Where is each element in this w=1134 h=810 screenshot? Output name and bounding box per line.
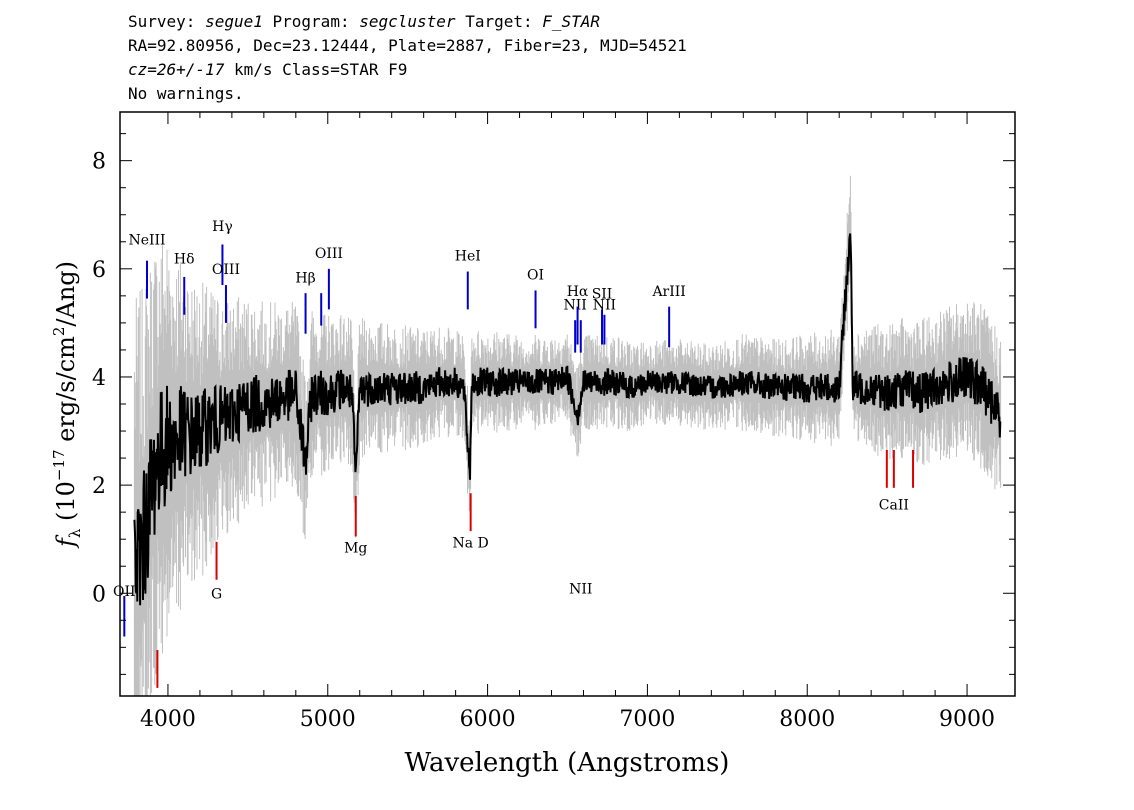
error-band [133,175,1002,696]
class-info: km/s Class=STAR F9 [224,60,408,79]
error-band-layer [133,175,1002,696]
absorption-line-label: CaII [879,497,909,513]
x-tick-label: 4000 [140,707,196,732]
emission-line-label: Hδ [174,251,195,267]
y-tick-label: 6 [92,258,106,283]
survey-label: Survey: [128,12,196,31]
y-axis-label: fλ (10−17 erg/s/cm2/Ang) [50,261,84,549]
header-line-3: cz=26+/-17 km/s Class=STAR F9 [128,58,687,82]
emission-line-label: NII [564,297,587,313]
redshift-value: cz=26+/-17 [128,60,225,79]
x-tick-label: 5000 [300,707,356,732]
spectrum-header: Survey: segue1 Program: segcluster Targe… [128,10,687,106]
target-label: Target: [465,12,533,31]
axis-ticks-layer: 4000 5000 6000 7000 8000 9000 0 2 4 6 8 [92,112,1015,732]
emission-line-label: NII [593,297,616,313]
y-tick-label: 0 [92,582,106,607]
header-line-4: No warnings. [128,84,244,103]
x-tick-label: 9000 [939,707,995,732]
program-value: segcluster [359,12,456,31]
survey-value: segue1 [205,12,263,31]
x-tick-label: 8000 [779,707,835,732]
y-axis-label-group: fλ (10−17 erg/s/cm2/Ang) [50,261,84,549]
x-tick-label: 6000 [460,707,516,732]
emission-line-label: NeIII [128,232,165,248]
y-tick-label: 4 [92,366,106,391]
absorption-line-label: Mg [344,541,367,557]
emission-line-label: OIII [315,246,343,262]
flux-layer [133,233,1002,606]
emission-line-label: OIII [212,262,240,278]
header-line-1: Survey: segue1 Program: segcluster Targe… [128,10,687,34]
emission-line-label: SII [592,287,613,303]
emission-line-label: OII [113,584,136,600]
absorption-line-label: Na D [453,535,489,551]
x-axis-label: Wavelength (Angstroms) [405,748,730,778]
emission-line-label: HeI [455,249,481,265]
emission-line-label: Hγ [212,219,233,235]
target-value: F_STAR [542,12,601,31]
flux-line [133,233,1002,606]
x-tick-label: 7000 [619,707,675,732]
emission-line-label: Hβ [295,270,315,286]
emission-line-label: NII [569,581,592,597]
y-tick-label: 8 [92,150,106,175]
emission-line-label: OI [527,268,544,284]
y-tick-label: 2 [92,474,106,499]
emission-line-label: ArIII [651,284,685,300]
absorption-line-label: G [211,587,222,603]
program-label: Program: [272,12,350,31]
header-line-2: RA=92.80956, Dec=23.12444, Plate=2887, F… [128,36,687,55]
emission-line-label: Hα [567,284,589,300]
